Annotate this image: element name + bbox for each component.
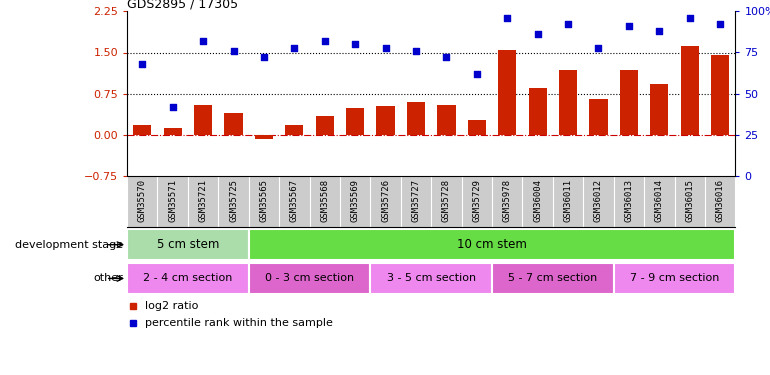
Point [470,71,483,77]
Bar [285,125,303,135]
Bar [377,106,395,135]
Bar [620,70,638,135]
Bar [681,46,699,135]
Bar [255,135,273,140]
Bar [224,113,243,135]
Text: log2 ratio: log2 ratio [146,301,199,310]
Text: GSM35569: GSM35569 [350,179,360,222]
FancyBboxPatch shape [249,263,370,294]
Point [714,21,726,27]
Text: percentile rank within the sample: percentile rank within the sample [146,318,333,327]
FancyBboxPatch shape [127,263,249,294]
Bar [589,99,608,135]
Text: GSM36014: GSM36014 [654,179,664,222]
Text: 5 cm stem: 5 cm stem [156,238,219,251]
FancyBboxPatch shape [370,263,492,294]
Text: other: other [93,273,123,284]
Text: GSM36004: GSM36004 [533,179,542,222]
Text: development stage: development stage [15,240,123,250]
Point [531,32,544,38]
Text: GSM36011: GSM36011 [564,179,573,222]
Bar [650,84,668,135]
Text: GDS2895 / 17305: GDS2895 / 17305 [127,0,238,10]
Text: GSM35570: GSM35570 [138,179,147,222]
FancyBboxPatch shape [492,263,614,294]
Point [288,45,300,51]
Text: GSM36015: GSM36015 [685,179,695,222]
Point [440,54,453,60]
Bar [346,108,364,135]
Bar [316,116,334,135]
Text: GSM36016: GSM36016 [715,179,725,222]
Point [623,23,635,29]
FancyBboxPatch shape [249,230,735,260]
Text: GSM35978: GSM35978 [503,179,512,222]
Bar [133,125,152,135]
Text: 10 cm stem: 10 cm stem [457,238,527,251]
Point [258,54,270,60]
Text: GSM35568: GSM35568 [320,179,330,222]
Bar [194,105,213,135]
Point [349,41,361,47]
Bar [163,128,182,135]
Bar [437,105,456,135]
Text: GSM35729: GSM35729 [472,179,481,222]
Text: GSM35567: GSM35567 [290,179,299,222]
Text: GSM35726: GSM35726 [381,179,390,222]
FancyBboxPatch shape [127,230,249,260]
Text: 5 - 7 cm section: 5 - 7 cm section [508,273,598,284]
Point [227,48,239,54]
Text: 0 - 3 cm section: 0 - 3 cm section [265,273,354,284]
Text: 7 - 9 cm section: 7 - 9 cm section [630,273,719,284]
Point [501,15,514,21]
Point [166,104,179,110]
Point [410,48,422,54]
Text: GSM35721: GSM35721 [199,179,208,222]
Text: GSM35565: GSM35565 [259,179,269,222]
Text: GSM35728: GSM35728 [442,179,451,222]
Point [562,21,574,27]
Point [136,61,149,67]
Bar [467,120,486,135]
Text: GSM36013: GSM36013 [624,179,634,222]
Point [197,38,209,44]
Point [592,45,604,51]
Bar [711,55,729,135]
Point [319,38,331,44]
Text: GSM35727: GSM35727 [411,179,420,222]
FancyBboxPatch shape [614,263,735,294]
Bar [407,102,425,135]
Bar [559,70,578,135]
Point [684,15,696,21]
Text: GSM35571: GSM35571 [168,179,177,222]
Bar [498,50,517,135]
Text: GSM35725: GSM35725 [229,179,238,222]
Point [380,45,392,51]
Text: 2 - 4 cm section: 2 - 4 cm section [143,273,233,284]
Bar [528,88,547,135]
Point [653,28,665,34]
Text: 3 - 5 cm section: 3 - 5 cm section [387,273,476,284]
Text: GSM36012: GSM36012 [594,179,603,222]
